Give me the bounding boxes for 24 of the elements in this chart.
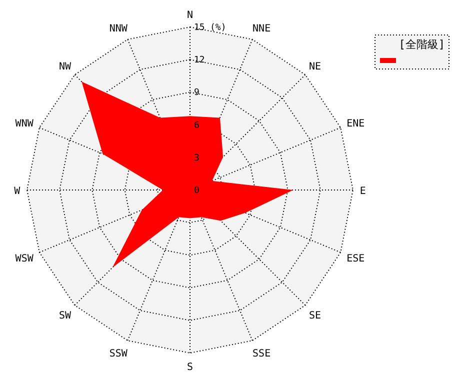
spoke-label: SE: [308, 310, 321, 322]
spoke-label: SSW: [109, 348, 128, 360]
spoke-label: SSE: [252, 348, 271, 360]
y-tick-label: 0: [194, 186, 200, 196]
spoke-label: S: [186, 362, 194, 373]
spoke-label: SW: [59, 310, 72, 322]
spoke-label: NW: [59, 62, 72, 73]
spoke-label: WNW: [15, 118, 34, 130]
text: (%): [210, 23, 226, 33]
y-tick-label: 6: [194, 120, 200, 131]
y-tick-label: 9: [194, 88, 200, 98]
spoke-label: N: [186, 10, 194, 22]
spoke-label: NNW: [109, 24, 128, 35]
spoke-label: WSW: [15, 253, 34, 264]
legend: [全階級]: [374, 34, 450, 70]
spoke-label: ENE: [346, 118, 365, 130]
spoke-label: NNE: [252, 24, 271, 35]
spoke-label: E: [360, 186, 366, 197]
spoke-label: W: [14, 186, 22, 197]
y-tick-label: 15: [194, 23, 205, 33]
y-tick-label: 12: [194, 56, 205, 66]
spoke-label: ESE: [346, 253, 365, 264]
y-tick-label: 3: [194, 153, 200, 164]
spoke-label: NE: [308, 62, 321, 73]
